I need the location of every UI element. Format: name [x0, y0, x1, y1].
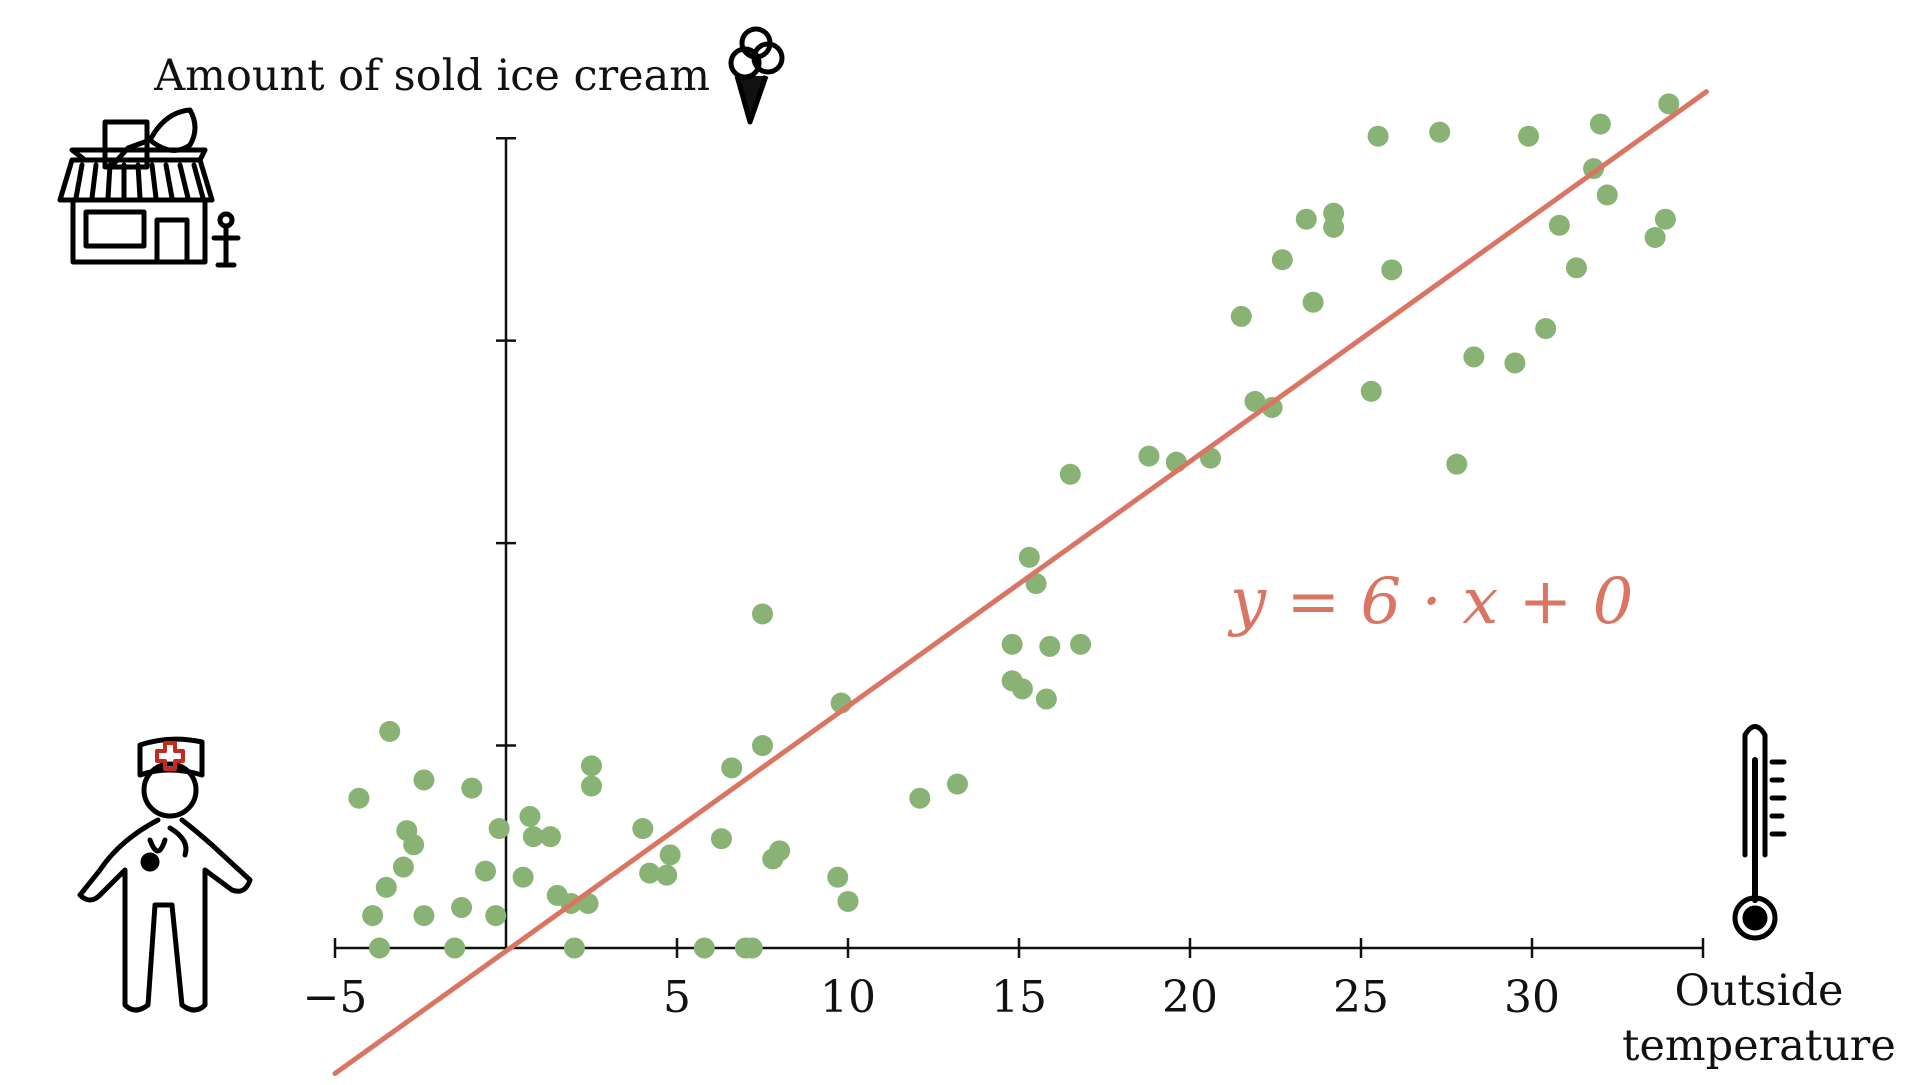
data-point	[1138, 445, 1160, 467]
data-point	[1367, 125, 1389, 147]
data-point	[1381, 259, 1403, 281]
data-point	[444, 937, 466, 959]
data-point	[721, 757, 743, 779]
data-point	[752, 603, 773, 625]
data-point	[1244, 390, 1266, 412]
data-point	[1658, 93, 1680, 115]
x-tick-label: 20	[1162, 972, 1218, 1023]
x-tick-label: 5	[663, 972, 691, 1023]
data-point	[403, 834, 425, 856]
data-point	[1504, 352, 1526, 374]
data-point	[379, 720, 401, 742]
fit-line-group	[332, 89, 1709, 1077]
data-point	[1548, 214, 1570, 236]
data-points	[348, 93, 1680, 959]
data-point	[769, 840, 791, 862]
data-point	[1039, 635, 1061, 657]
data-point	[741, 937, 763, 959]
data-point	[1271, 249, 1293, 271]
data-point	[519, 805, 541, 827]
data-point	[1589, 113, 1611, 135]
data-point	[348, 787, 370, 809]
data-point	[1463, 346, 1485, 368]
data-point	[656, 864, 678, 886]
data-point	[659, 844, 681, 866]
data-point	[1302, 291, 1324, 313]
data-point	[946, 773, 968, 795]
data-point	[392, 856, 414, 878]
x-axis-label-line2: temperature	[1622, 1021, 1896, 1071]
y-axis-label: Amount of sold ice cream	[153, 51, 710, 101]
data-point	[639, 862, 661, 884]
data-point	[837, 890, 859, 912]
data-point	[1446, 453, 1468, 475]
doctor-cross-icon	[155, 741, 185, 771]
x-tick-label: 25	[1333, 972, 1389, 1023]
ice-cream-shop-icon	[57, 107, 241, 268]
data-point	[1518, 125, 1540, 147]
data-point	[1011, 678, 1033, 700]
data-point	[512, 866, 534, 888]
data-point	[1644, 226, 1666, 248]
data-point	[1035, 688, 1057, 710]
data-point	[1596, 184, 1618, 206]
data-point	[1429, 121, 1451, 143]
thermometer-icon	[1732, 724, 1787, 941]
data-point	[368, 937, 390, 959]
fit-line-equation: y = 6 · x + 0	[1227, 565, 1633, 639]
data-point	[539, 826, 561, 848]
data-point	[1001, 633, 1023, 655]
data-point	[1059, 463, 1081, 485]
doctor-icon	[77, 736, 253, 1013]
fit-line	[332, 89, 1709, 1077]
data-point	[563, 937, 585, 959]
data-point	[488, 818, 510, 840]
data-point	[413, 905, 435, 927]
data-point	[413, 769, 435, 791]
x-tick-label: 30	[1504, 972, 1560, 1023]
axes	[335, 138, 1703, 950]
data-point	[1230, 305, 1252, 327]
data-point	[1323, 202, 1345, 224]
data-point	[451, 897, 473, 919]
data-point	[827, 866, 849, 888]
x-tick-label: 15	[991, 972, 1047, 1023]
x-axis-label-line1: Outside	[1674, 966, 1843, 1016]
data-point	[485, 905, 507, 927]
data-point	[474, 860, 496, 882]
x-tick-label: −5	[303, 972, 368, 1023]
data-point	[1261, 396, 1283, 418]
data-point	[581, 775, 602, 797]
data-point	[693, 937, 715, 959]
data-point	[1360, 380, 1382, 402]
data-point	[581, 755, 602, 777]
data-point	[1070, 633, 1092, 655]
data-point	[1565, 257, 1587, 279]
data-point	[362, 905, 384, 927]
data-point	[1295, 208, 1317, 230]
x-tick-labels: −5 5 10 15 20 25 30	[303, 972, 1560, 1023]
data-point	[461, 777, 483, 799]
data-point	[710, 828, 732, 850]
x-tick-label: 10	[820, 972, 876, 1023]
data-point	[375, 876, 397, 898]
data-point	[632, 818, 654, 840]
tick-marks	[333, 136, 1705, 958]
data-point	[1535, 318, 1557, 340]
data-point	[1018, 546, 1040, 568]
data-point	[522, 826, 544, 848]
ice-cream-cone-icon	[728, 26, 785, 125]
data-point	[1654, 208, 1676, 230]
data-point	[909, 787, 931, 809]
data-point	[752, 735, 773, 757]
